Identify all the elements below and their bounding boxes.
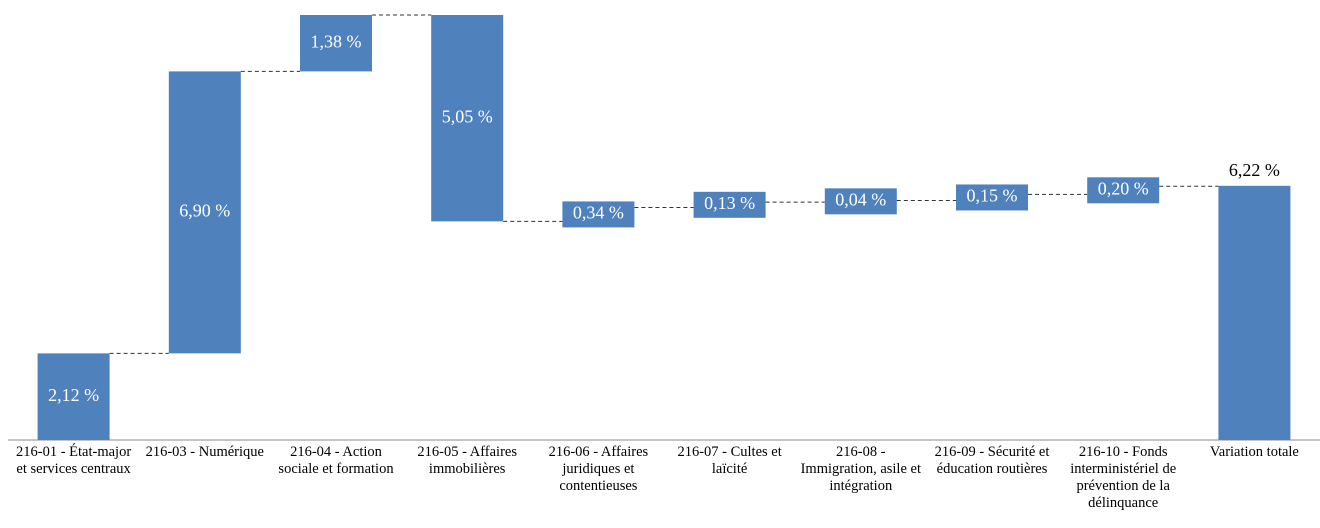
value-label: 0,34 % <box>573 203 624 223</box>
value-label: 6,90 % <box>179 201 230 221</box>
x-tick-label: 216-09 - Sécurité et éducation routières <box>934 444 1050 477</box>
value-label: 6,22 % <box>1229 160 1280 180</box>
value-label: 2,12 % <box>48 385 99 405</box>
x-tick-label: 216-03 - Numérique <box>145 444 264 460</box>
bar <box>37 353 110 440</box>
x-tick-label: 216-04 - Action sociale et formation <box>278 444 394 477</box>
value-label: 5,05 % <box>442 106 493 126</box>
bar <box>431 15 504 222</box>
x-tick-label: 216-07 - Cultes et laïcité <box>677 444 782 477</box>
value-label: 0,13 % <box>704 193 755 213</box>
x-tick-label: 216-10 - Fonds interministériel de préve… <box>1070 444 1177 511</box>
x-tick-label: Variation totale <box>1209 444 1299 460</box>
bar <box>300 15 372 72</box>
x-tick-label: 216-08 - Immigration, asile et intégrati… <box>800 444 921 494</box>
bar <box>956 184 1028 211</box>
x-tick-label: 216-06 - Affaires juridiques et contenti… <box>548 444 649 494</box>
value-label: 0,04 % <box>835 189 886 209</box>
x-tick-label: 216-01 - État-major et services centraux <box>16 444 132 477</box>
bar <box>168 71 241 354</box>
value-label: 0,20 % <box>1098 178 1149 198</box>
value-label: 0,15 % <box>967 186 1018 206</box>
x-tick-label: 216-05 - Affaires immobilières <box>417 444 517 477</box>
bar <box>562 201 635 228</box>
value-label: 1,38 % <box>311 31 362 51</box>
bar <box>1087 177 1160 204</box>
bar <box>693 191 766 218</box>
bar <box>824 188 897 215</box>
bar <box>1218 185 1291 440</box>
